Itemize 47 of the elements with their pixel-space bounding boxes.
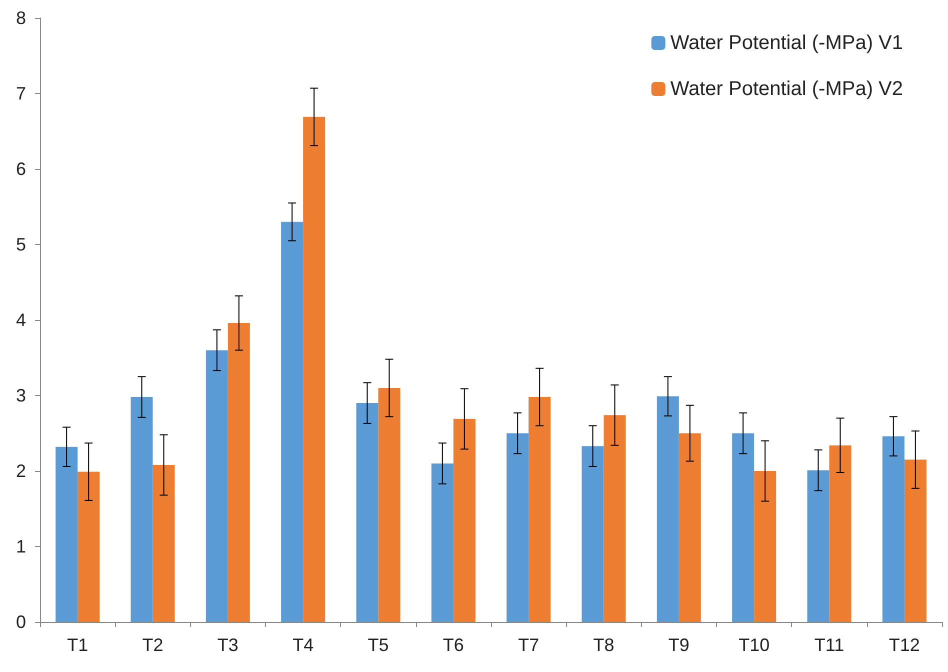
bar	[228, 323, 250, 622]
bar	[904, 460, 926, 622]
legend-label: Water Potential (-MPa) V1	[670, 32, 904, 54]
x-tick-label: T5	[368, 635, 389, 655]
bar	[78, 472, 100, 622]
x-tick-label: T10	[738, 635, 770, 655]
x-tick-label: T8	[593, 635, 614, 655]
bar	[506, 433, 529, 622]
bar	[807, 470, 830, 622]
bar	[356, 403, 378, 622]
y-tick-label: 1	[16, 536, 26, 556]
bar	[582, 446, 604, 622]
x-tick-label: T9	[668, 635, 690, 655]
bar	[732, 433, 754, 622]
bar	[281, 222, 304, 622]
y-tick-label: 0	[16, 612, 26, 632]
bar	[678, 433, 701, 622]
x-tick-label: T7	[518, 635, 540, 655]
x-tick-label: T1	[67, 635, 88, 655]
x-tick-label: T6	[442, 635, 464, 655]
bar	[882, 436, 904, 622]
y-tick-label: 7	[16, 84, 26, 104]
y-tick-label: 4	[16, 310, 26, 330]
y-tick-label: 8	[16, 8, 26, 28]
x-tick-label: T3	[217, 635, 238, 655]
x-tick-label: T2	[142, 635, 164, 655]
y-tick-label: 3	[16, 386, 26, 406]
x-tick-label: T12	[888, 635, 920, 655]
y-tick-label: 6	[16, 159, 26, 179]
bar	[453, 418, 476, 622]
bar	[152, 464, 175, 622]
x-tick-label: T4	[292, 635, 314, 655]
x-tick-label: T11	[814, 635, 844, 655]
bar	[754, 471, 776, 622]
bar	[378, 388, 400, 622]
bar	[206, 350, 228, 622]
bar	[303, 116, 326, 622]
bar	[56, 446, 78, 622]
legend-label: Water Potential (-MPa) V2	[670, 78, 904, 100]
y-tick-label: 5	[16, 234, 26, 254]
bar	[829, 445, 852, 622]
bar	[656, 396, 679, 622]
bar	[130, 397, 153, 622]
bar	[604, 415, 626, 622]
bar	[528, 397, 551, 622]
y-tick-label: 2	[16, 461, 26, 481]
bar	[431, 463, 454, 622]
